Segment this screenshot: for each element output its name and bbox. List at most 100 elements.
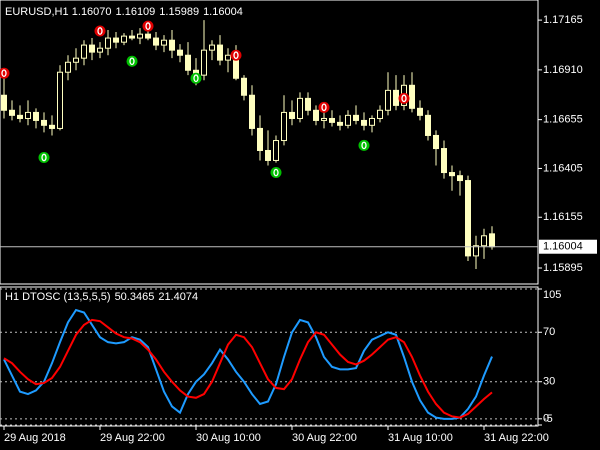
candle-body — [241, 77, 247, 96]
candle-body — [441, 148, 447, 174]
candle-body — [417, 107, 423, 116]
signal-icon — [142, 20, 154, 32]
signal-icon — [358, 139, 370, 151]
signal-glyph — [401, 94, 407, 103]
signal-glyph — [321, 103, 327, 112]
candle-body — [89, 44, 95, 53]
candle-body — [41, 119, 47, 126]
candle-body — [113, 37, 119, 43]
candle-body — [81, 44, 87, 59]
signal-icon — [230, 49, 242, 61]
signal-glyph — [145, 22, 151, 31]
x-tick-label: 29 Aug 2018 — [4, 432, 66, 444]
current-price-box — [539, 239, 597, 254]
candle-body — [129, 35, 135, 39]
candle-body — [185, 54, 191, 71]
high-label: 1.16109 — [116, 6, 156, 18]
signal-glyph — [233, 51, 239, 60]
candle-body — [297, 97, 303, 119]
candle-body — [121, 35, 127, 43]
candle-body — [305, 97, 311, 111]
candle-body — [433, 134, 439, 150]
signal-glyph — [193, 74, 199, 83]
candle-body — [481, 235, 487, 247]
y-tick-label: 1.16155 — [543, 211, 583, 223]
candle-body — [273, 140, 279, 161]
indicator-name: H1 DTOSC (13,5,5,5) — [5, 291, 111, 303]
low-label: 1.15989 — [159, 6, 199, 18]
candle-body — [377, 109, 383, 119]
candle-body — [161, 39, 167, 46]
candle-body — [249, 94, 255, 129]
candle-body — [73, 57, 79, 63]
candle-body — [57, 71, 63, 129]
signal-glyph — [361, 141, 367, 150]
y-tick-label: 0 — [543, 413, 549, 425]
x-tick-label: 29 Aug 22:00 — [100, 432, 165, 444]
candle-body — [385, 89, 391, 111]
signal-icon — [318, 101, 330, 113]
y-tick-label: 105 — [543, 289, 561, 301]
candle-body — [201, 49, 207, 76]
candle-body — [105, 37, 111, 49]
candle-body — [217, 44, 223, 61]
candle-body — [65, 61, 71, 73]
candle-body — [145, 33, 151, 39]
price-title: EURUSD,H1 1.16070 1.16109 1.15989 1.16004 — [5, 6, 243, 18]
candle-body — [449, 172, 455, 177]
signal-glyph — [273, 168, 279, 177]
candle-body — [345, 114, 351, 126]
fast-readout: 50.3465 — [115, 291, 155, 303]
candle-body — [489, 233, 495, 248]
candle-body — [25, 111, 31, 119]
oscillator-line — [3, 308, 493, 420]
candle-body — [169, 39, 175, 51]
price-pane-frame — [0, 0, 539, 285]
signal-icon — [190, 72, 202, 84]
candle-body — [225, 54, 231, 61]
candle-body — [329, 117, 335, 123]
y-tick-label: 1.16910 — [543, 64, 583, 76]
candle-body — [353, 114, 359, 121]
candle-body — [337, 121, 343, 126]
y-tick-label: -5 — [543, 413, 553, 425]
candle-body — [97, 47, 103, 53]
symbol: EURUSD,H1 — [5, 6, 68, 18]
current-price-label: 1.16004 — [543, 241, 583, 253]
candle-body — [265, 149, 271, 161]
candle-body — [473, 245, 479, 257]
candle-body — [33, 111, 39, 121]
candle-body — [313, 109, 319, 121]
candle-body — [289, 111, 295, 119]
candle-body — [369, 117, 375, 126]
oscillator-line — [3, 318, 493, 419]
y-tick-label: 30 — [543, 376, 555, 388]
candle-body — [465, 180, 471, 257]
open-label: 1.16070 — [72, 6, 112, 18]
signal-icon — [94, 25, 106, 37]
close-label: 1.16004 — [203, 6, 243, 18]
y-tick-label: 1.16655 — [543, 114, 583, 126]
x-tick-label: 31 Aug 22:00 — [484, 432, 549, 444]
candle-body — [137, 33, 143, 39]
y-tick-label: 1.17165 — [543, 14, 583, 26]
candle-body — [409, 84, 415, 109]
y-tick-label: 1.15895 — [543, 262, 583, 274]
candle-body — [49, 124, 55, 129]
x-tick-label: 30 Aug 10:00 — [196, 432, 261, 444]
oscillator-title: H1 DTOSC (13,5,5,5) 50.3465 21.4074 — [5, 291, 198, 303]
oscillator-pane-frame — [0, 286, 539, 427]
signal-glyph — [41, 153, 47, 162]
candle-body — [257, 127, 263, 151]
candle-body — [9, 109, 15, 116]
signal-icon — [270, 167, 282, 179]
y-tick-label: 1.16405 — [543, 162, 583, 174]
candle-body — [1, 94, 7, 111]
candle-body — [17, 114, 23, 119]
candle-body — [393, 89, 399, 106]
candle-body — [177, 49, 183, 56]
candle-body — [361, 119, 367, 126]
signal-glyph — [1, 69, 7, 78]
